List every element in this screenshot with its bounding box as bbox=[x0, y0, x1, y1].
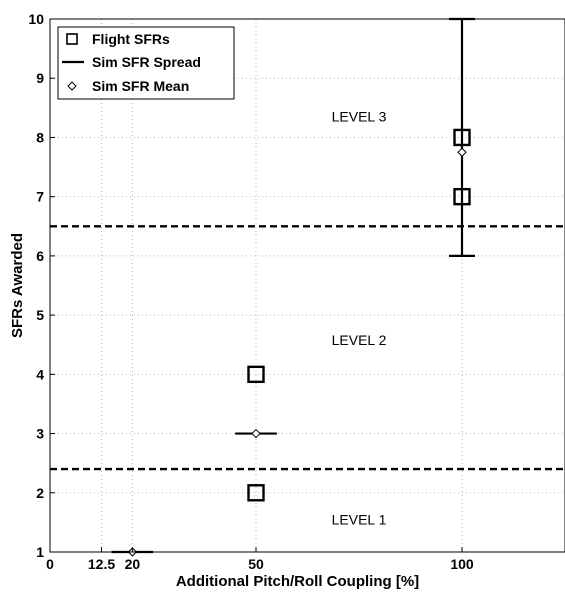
x-tick-label-12-5: 12.5 bbox=[88, 556, 115, 572]
flight-sfr-point-2 bbox=[453, 128, 471, 147]
y-tick-label-5: 5 bbox=[36, 307, 44, 323]
y-tick-label-9: 9 bbox=[36, 70, 44, 86]
flight-sfr-point-3 bbox=[453, 187, 471, 206]
y-tick-label-6: 6 bbox=[36, 248, 44, 264]
chart-marks bbox=[111, 17, 475, 557]
y-axis-label: SFRs Awarded bbox=[9, 233, 26, 338]
x-tick-label-20: 20 bbox=[125, 556, 141, 572]
region-label-1: LEVEL 2 bbox=[332, 332, 387, 348]
y-tick-label-4: 4 bbox=[36, 366, 44, 382]
flight-sfr-point-1 bbox=[247, 484, 265, 502]
legend: Flight SFRs Sim SFR Spread Sim SFR Mean bbox=[57, 26, 235, 100]
legend-entry-flight-sfrs: Flight SFRs bbox=[92, 31, 170, 47]
region-label-0: LEVEL 3 bbox=[332, 109, 387, 125]
y-tick-label-8: 8 bbox=[36, 129, 44, 145]
y-tick-label-7: 7 bbox=[36, 189, 44, 205]
y-tick-label-10: 10 bbox=[28, 11, 44, 27]
region-labels: LEVEL 3 LEVEL 2 LEVEL 1 bbox=[332, 109, 387, 528]
y-tick-label-3: 3 bbox=[36, 426, 44, 442]
axis-ticks: 0 12.5 20 50 100 1 2 3 4 5 6 7 8 9 10 bbox=[28, 11, 473, 572]
region-label-2: LEVEL 1 bbox=[332, 511, 387, 527]
sim-mean-point-2 bbox=[457, 147, 467, 157]
legend-diamond-marker bbox=[67, 81, 77, 91]
y-tick-label-2: 2 bbox=[36, 485, 44, 501]
sim-mean-point-1 bbox=[251, 428, 261, 439]
plot-frame bbox=[49, 18, 565, 553]
x-tick-label-100: 100 bbox=[450, 556, 474, 572]
legend-box bbox=[57, 26, 235, 100]
threshold-lines bbox=[50, 225, 565, 471]
legend-entry-sim-sfr-spread: Sim SFR Spread bbox=[92, 54, 201, 70]
legend-square-marker bbox=[66, 33, 78, 45]
legend-entry-sim-sfr-mean: Sim SFR Mean bbox=[92, 78, 189, 94]
y-tick-label-1: 1 bbox=[36, 544, 44, 560]
flight-sfr-point-0 bbox=[247, 365, 265, 384]
x-axis-label: Additional Pitch/Roll Coupling [%] bbox=[176, 573, 419, 590]
x-tick-label-0: 0 bbox=[46, 556, 54, 572]
x-tick-label-50: 50 bbox=[248, 556, 264, 572]
